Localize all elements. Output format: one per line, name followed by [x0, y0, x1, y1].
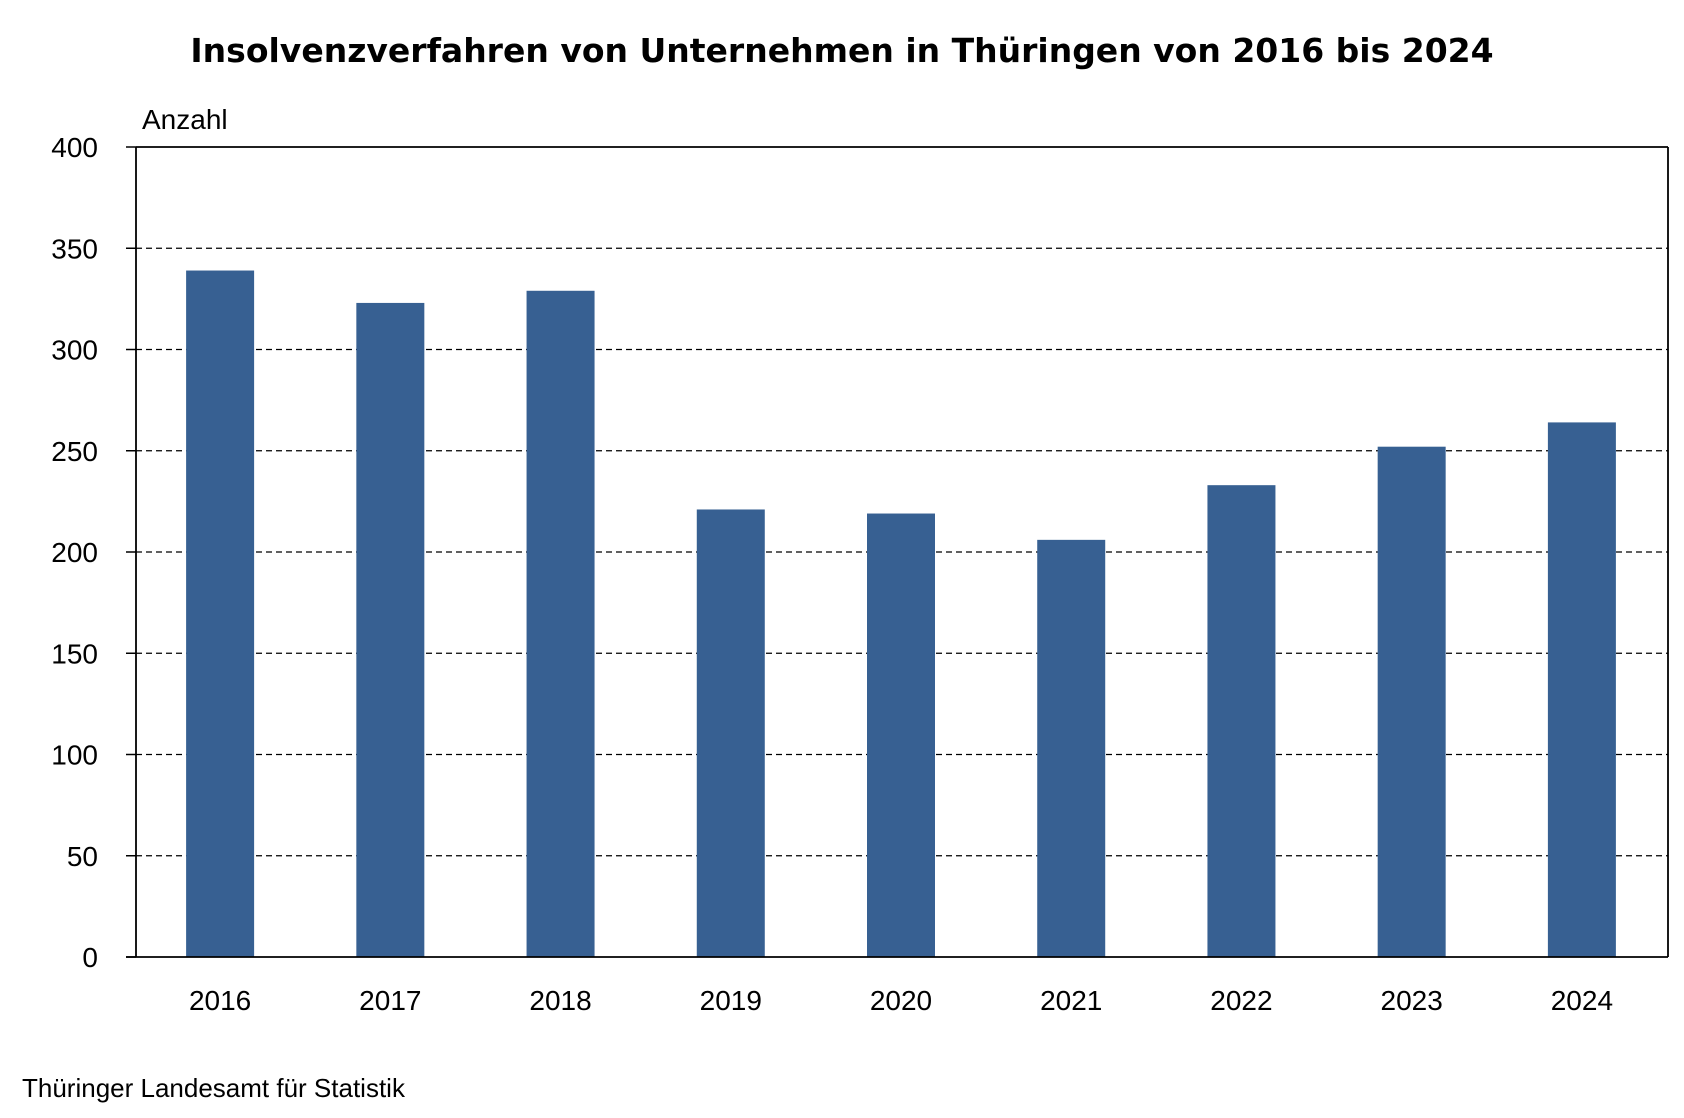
y-tick-label: 200	[51, 537, 98, 568]
bar-2023	[1377, 446, 1446, 957]
y-tick-label: 350	[51, 233, 98, 264]
y-axis-ticks: 0 50 100 150 200 250 300 350 400	[51, 132, 136, 973]
y-axis-unit-label: Anzahl	[142, 104, 228, 135]
x-tick-label: 2020	[870, 985, 932, 1016]
x-tick-label: 2019	[700, 985, 762, 1016]
y-tick-label: 300	[51, 335, 98, 366]
bar-2017	[356, 302, 425, 957]
x-tick-label: 2016	[189, 985, 251, 1016]
bar-2022	[1207, 485, 1276, 957]
source-credit: Thüringer Landesamt für Statistik	[22, 1073, 406, 1103]
y-tick-label: 150	[51, 638, 98, 669]
x-axis-ticks: 2016 2017 2018 2019 2020 2021 2022 2023 2024	[189, 985, 1613, 1016]
x-tick-label: 2023	[1381, 985, 1443, 1016]
x-tick-label: 2017	[359, 985, 421, 1016]
chart-title: Insolvenzverfahren von Unternehmen in Th…	[190, 31, 1493, 70]
bar-2020	[867, 513, 935, 957]
bar-2016	[186, 270, 255, 957]
bar-2018	[526, 290, 595, 957]
bar-2021	[1037, 539, 1106, 957]
y-tick-label: 0	[82, 942, 98, 973]
y-tick-label: 400	[51, 132, 98, 163]
y-tick-label: 50	[67, 841, 98, 872]
bar-2019	[696, 509, 765, 957]
x-tick-label: 2024	[1551, 985, 1613, 1016]
x-tick-label: 2021	[1040, 985, 1102, 1016]
x-tick-label: 2018	[529, 985, 591, 1016]
y-tick-label: 100	[51, 740, 98, 771]
bars	[186, 270, 1616, 957]
bar-2024	[1547, 422, 1616, 957]
y-tick-label: 250	[51, 436, 98, 467]
x-tick-label: 2022	[1210, 985, 1272, 1016]
